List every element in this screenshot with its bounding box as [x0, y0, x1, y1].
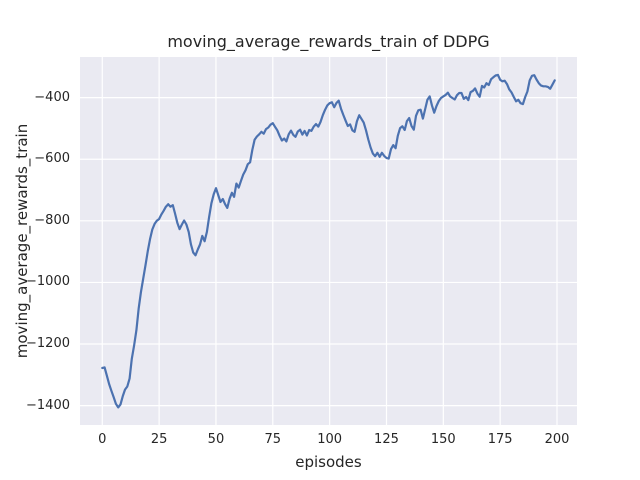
- chart-title: moving_average_rewards_train of DDPG: [167, 32, 490, 51]
- x-tick-label: 25: [150, 432, 168, 447]
- y-tick-label: −600: [34, 151, 70, 167]
- data-line: [101, 73, 556, 409]
- y-tick-label: −800: [34, 212, 70, 228]
- y-tick-label: −400: [34, 89, 70, 105]
- x-tick-label: 175: [487, 432, 513, 447]
- y-tick-label: −1200: [26, 336, 70, 351]
- x-tick-label: 0: [98, 432, 107, 447]
- x-tick-label: 125: [374, 432, 399, 447]
- y-tick-label: −1000: [26, 274, 70, 290]
- x-tick-label: 100: [317, 432, 343, 447]
- plot-background: [80, 57, 577, 425]
- x-axis-label: episodes: [295, 453, 362, 471]
- x-tick-label: 50: [207, 432, 225, 447]
- x-tick-label: 150: [430, 432, 456, 447]
- y-tick-label: −1400: [26, 397, 70, 413]
- x-tick-label: 75: [264, 432, 282, 447]
- x-tick-label: 200: [544, 432, 570, 447]
